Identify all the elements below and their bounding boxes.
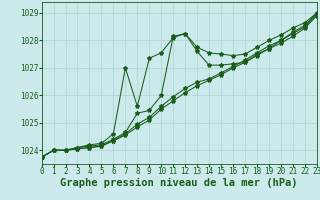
X-axis label: Graphe pression niveau de la mer (hPa): Graphe pression niveau de la mer (hPa) xyxy=(60,178,298,188)
